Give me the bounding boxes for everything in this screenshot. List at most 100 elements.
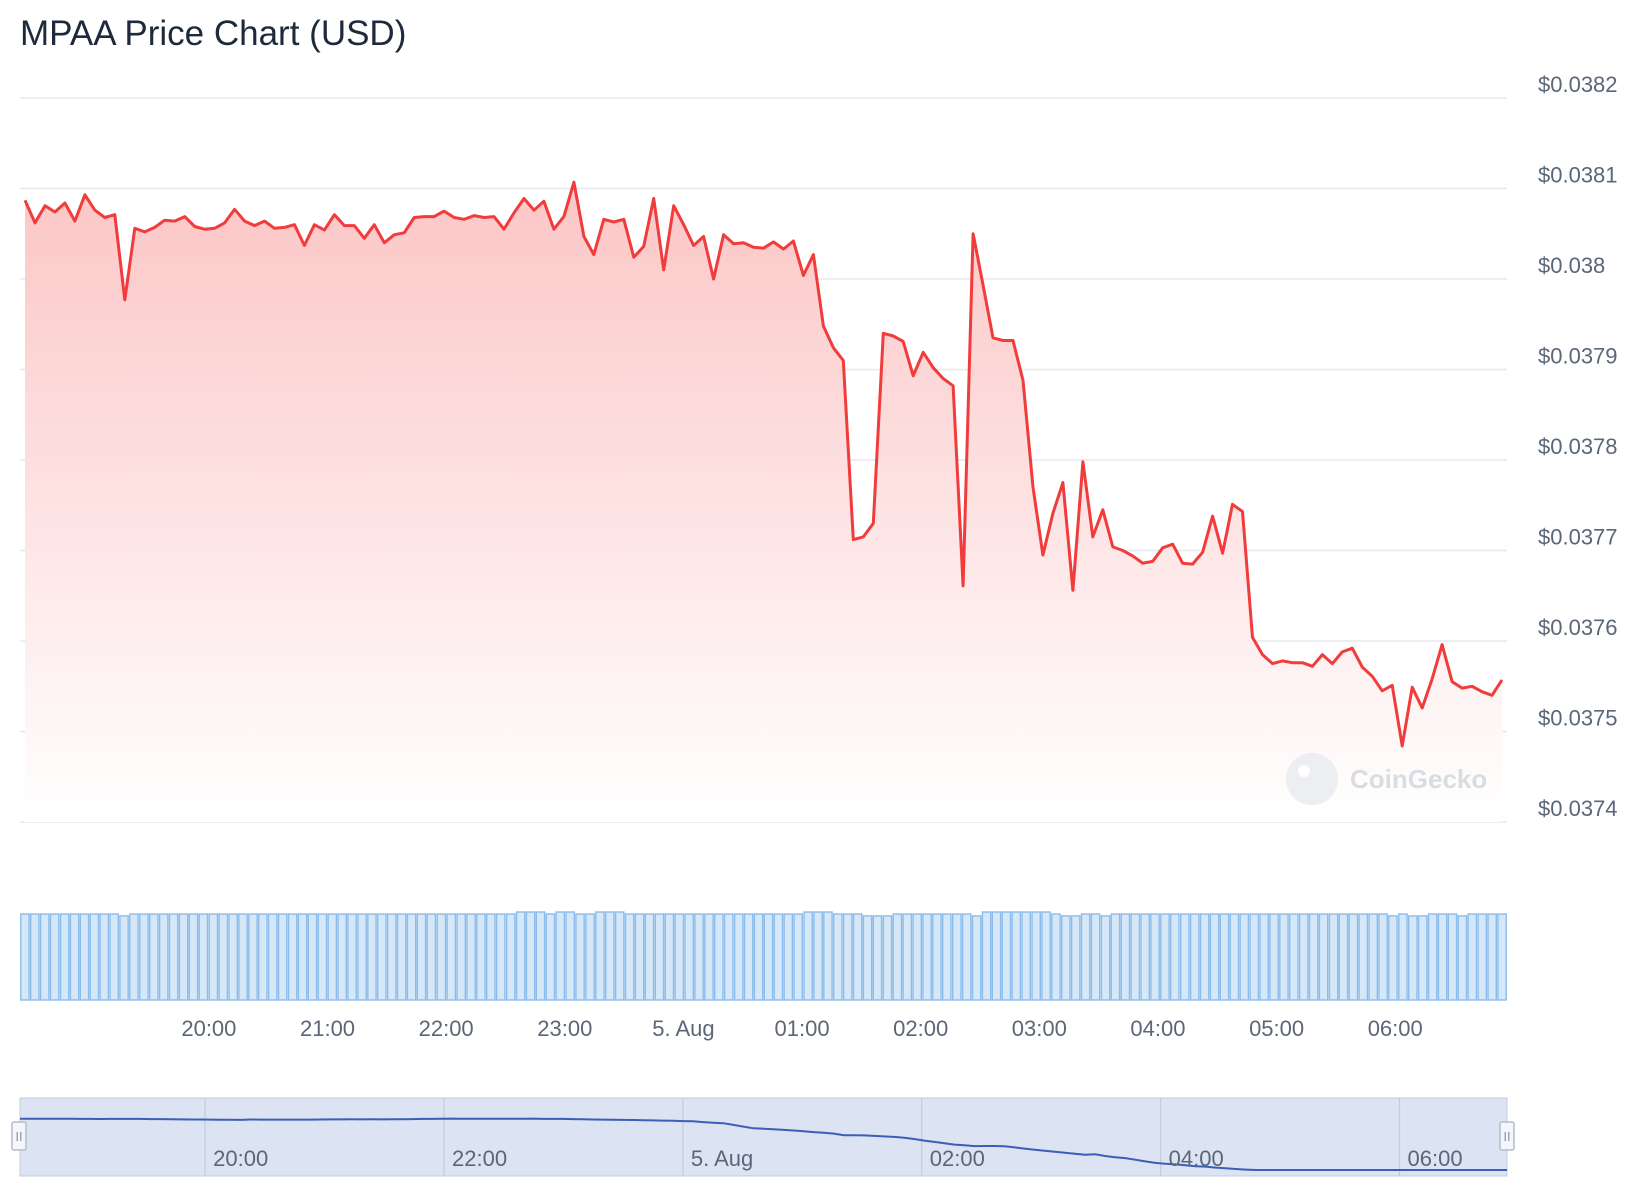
volume-bar (1070, 915, 1081, 1001)
volume-bar (1298, 913, 1309, 1001)
volume-bar (129, 913, 139, 1001)
range-navigator[interactable]: 20:00 22:00 5. Aug 02:00 04:00 06:00 II II (11, 1097, 1515, 1177)
volume-bar (1467, 913, 1478, 1001)
volume-bar (753, 913, 764, 1001)
volume-bar (1001, 911, 1012, 1001)
volume-bar (267, 913, 278, 1001)
volume-bar (595, 911, 605, 1001)
navigator-left-handle[interactable]: II (11, 1121, 27, 1151)
volume-bar (1457, 915, 1468, 1001)
left-handle-grip-icon: II (15, 1129, 22, 1144)
volume-bar (535, 911, 546, 1001)
coingecko-logo-icon (1286, 753, 1338, 805)
volume-bar (565, 911, 576, 1001)
volume-bar (743, 913, 754, 1001)
x-tick-label: 01:00 (775, 1016, 830, 1041)
volume-bar (882, 915, 893, 1001)
volume-bar (1100, 915, 1111, 1001)
volume-bar (1477, 913, 1488, 1001)
volume-bar (347, 913, 357, 1001)
volume-bar (178, 913, 189, 1001)
volume-bar (1229, 913, 1240, 1001)
x-tick-label: 20:00 (181, 1016, 236, 1041)
volume-bar (1269, 913, 1279, 1001)
volume-bar (545, 913, 556, 1001)
volume-bar (505, 913, 516, 1001)
volume-bar (1437, 913, 1448, 1001)
volume-bar (793, 913, 804, 1001)
volume-bar (555, 911, 566, 1001)
volume-bar (644, 913, 655, 1001)
volume-bar (1378, 913, 1388, 1001)
volume-bar (515, 911, 526, 1001)
volume-bar (862, 915, 873, 1001)
volume-bar (30, 913, 40, 1001)
y-tick-label: $0.0379 (1538, 344, 1618, 369)
volume-bar (396, 913, 407, 1001)
x-tick-label: 02:00 (893, 1016, 948, 1041)
x-tick-label: 22:00 (419, 1016, 474, 1041)
volume-bar (783, 913, 794, 1001)
volume-bar (813, 911, 823, 1001)
volume-bar (605, 911, 615, 1001)
volume-bar (1090, 913, 1101, 1001)
volume-bar (307, 913, 318, 1001)
volume-bar (317, 913, 328, 1001)
volume-bar (1160, 913, 1170, 1001)
volume-bar (39, 913, 50, 1001)
volume-bar (456, 913, 467, 1001)
volume-bar (1348, 913, 1359, 1001)
volume-bar (248, 913, 258, 1001)
volume-bar (1388, 915, 1398, 1001)
navigator-tick-label: 22:00 (452, 1146, 507, 1171)
volume-bar (942, 913, 952, 1001)
volume-bar (912, 913, 923, 1001)
x-tick-label: 04:00 (1130, 1016, 1185, 1041)
volume-bar (714, 913, 724, 1001)
coingecko-logo-eye-icon (1298, 765, 1310, 777)
navigator-tick-label: 04:00 (1169, 1146, 1224, 1171)
volume-bar (1338, 913, 1349, 1001)
volume-bar (902, 913, 913, 1001)
navigator-tick-label: 06:00 (1408, 1146, 1463, 1171)
volume-bar (1060, 915, 1071, 1001)
volume-bar (922, 913, 932, 1001)
volume-bar (495, 913, 506, 1001)
volume-bar (1169, 913, 1180, 1001)
volume-bar (1259, 913, 1270, 1001)
y-axis-ticks: $0.0382 $0.0381 $0.038 $0.0379 $0.0378 $0.037… (1538, 72, 1618, 821)
volume-bar (1120, 913, 1131, 1001)
volume-bar (1199, 913, 1210, 1001)
volume-bar (1288, 913, 1299, 1001)
volume-bar (932, 913, 942, 1001)
volume-bar (1398, 913, 1408, 1001)
price-area-fill (25, 182, 1502, 822)
y-tick-label: $0.0377 (1538, 525, 1618, 550)
volume-bar (416, 913, 427, 1001)
volume-bar (109, 913, 120, 1001)
volume-bar (525, 911, 536, 1001)
volume-bar (684, 913, 695, 1001)
volume-bar (99, 913, 110, 1001)
volume-bar (79, 913, 90, 1001)
volume-bar (1358, 913, 1369, 1001)
navigator-right-handle[interactable]: II (1499, 1121, 1515, 1151)
volume-bar (1427, 913, 1438, 1001)
volume-bar (386, 913, 397, 1001)
x-tick-label: 05:00 (1249, 1016, 1304, 1041)
volume-bar (1308, 913, 1319, 1001)
volume-bar (486, 913, 496, 1001)
volume-bar (803, 911, 814, 1001)
volume-bar (823, 911, 833, 1001)
right-handle-grip-icon: II (1503, 1129, 1510, 1144)
volume-bars[interactable] (20, 911, 1507, 1001)
navigator-tick-label: 20:00 (213, 1146, 268, 1171)
volume-bar (20, 913, 30, 1001)
price-line[interactable] (23, 180, 1504, 748)
volume-bar (1318, 913, 1329, 1001)
y-tick-label: $0.038 (1538, 253, 1605, 278)
navigator-x-ticks: 20:00 22:00 5. Aug 02:00 04:00 06:00 (213, 1146, 1462, 1171)
y-tick-label: $0.0375 (1538, 706, 1618, 731)
volume-bar (614, 911, 625, 1001)
